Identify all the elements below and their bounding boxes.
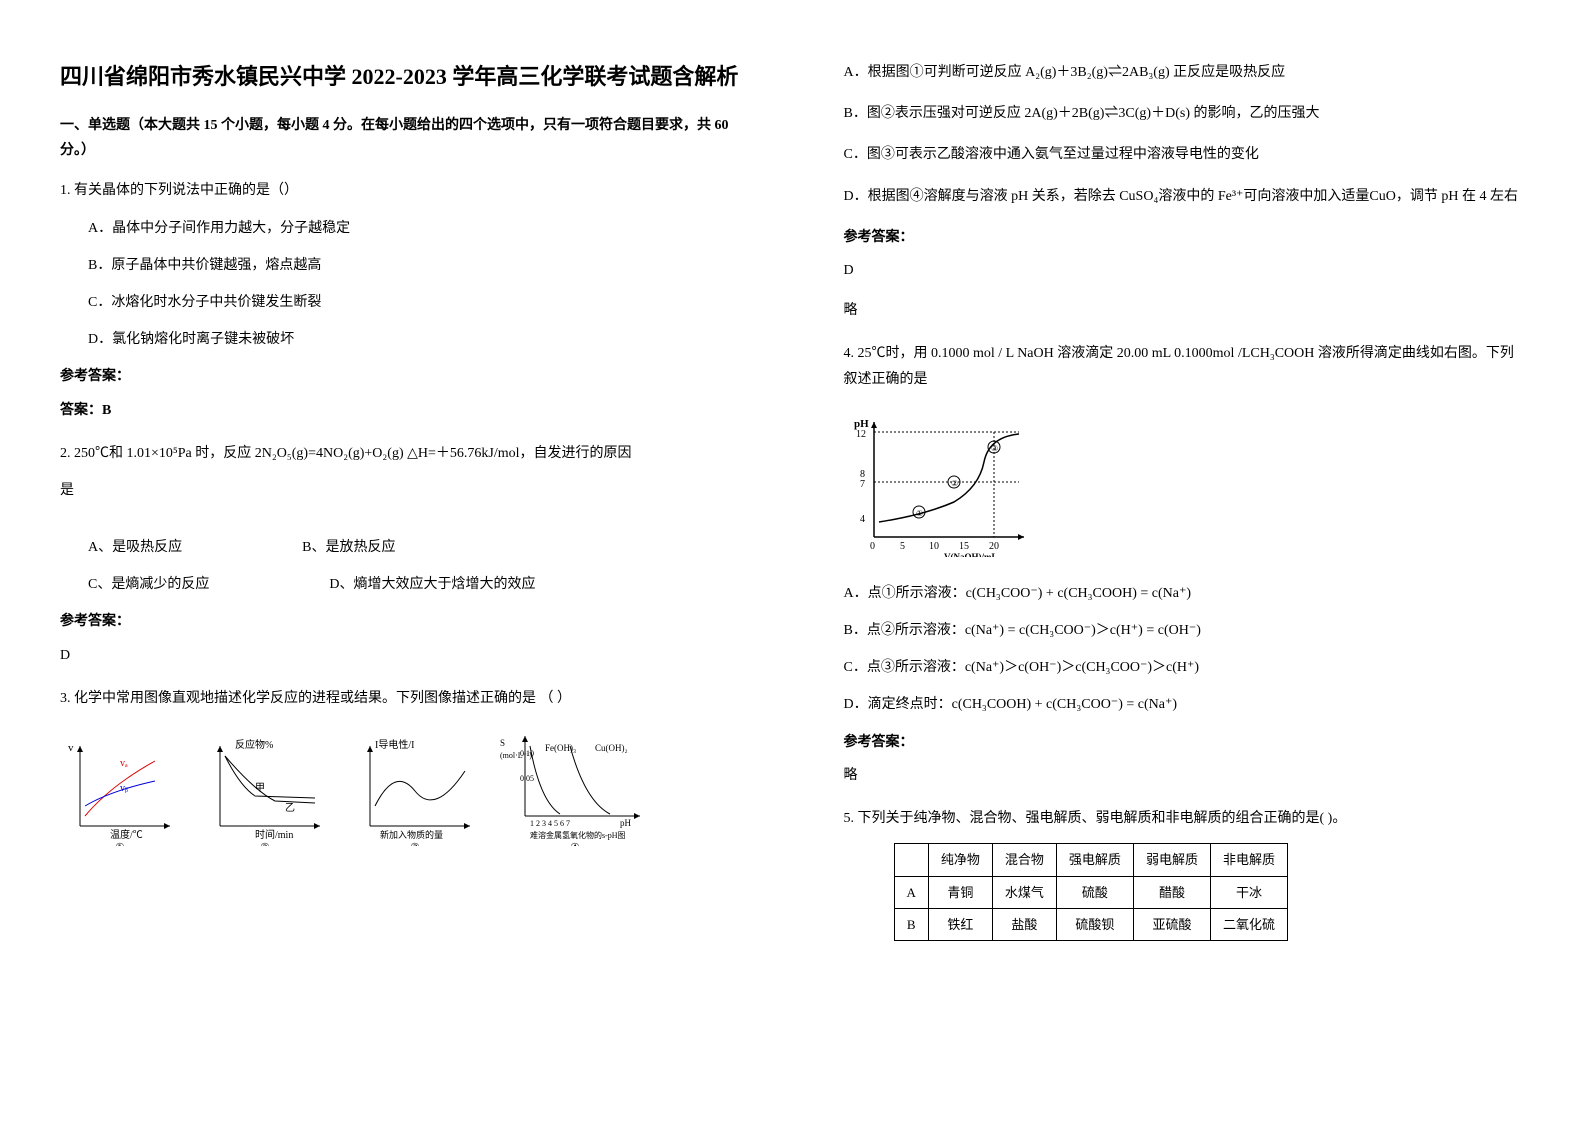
th-5: 非电解质 [1210, 844, 1287, 876]
svg-text:I导电性/I: I导电性/I [375, 738, 414, 751]
svg-text:4: 4 [860, 514, 865, 525]
q2-option-b: B、是放热反应 [302, 535, 395, 560]
svg-text:S: S [500, 738, 505, 748]
svg-text:vₐ: vₐ [120, 758, 128, 769]
q2-text: 2. 250℃和 1.01×10⁵Pa 时，反应 2N₂O₅(g)=4NO₂(g… [60, 441, 744, 466]
question-3-cont: A．根据图①可判断可逆反应 A₂(g)＋3B₂(g)⇌2AB₃(g) 正反应是吸… [844, 60, 1528, 323]
svg-text:5: 5 [900, 541, 905, 552]
q1-ans: 答案：B [60, 398, 744, 423]
svg-text:7: 7 [860, 479, 865, 490]
q1-option-c: C．冰熔化时水分子中共价键发生断裂 [88, 290, 744, 315]
svg-text:反应物%: 反应物% [235, 738, 273, 751]
question-3: 3. 化学中常用图像直观地描述化学反应的进程或结果。下列图像描述正确的是 （ ）… [60, 686, 744, 846]
q2-ans-label: 参考答案： [60, 609, 744, 634]
q5-text: 5. 下列关于纯净物、混合物、强电解质、弱电解质和非电解质的组合正确的是( )。 [844, 806, 1528, 831]
q4-option-d: D．滴定终点时：c(CH₃COOH) + c(CH₃COO⁻) = c(Na⁺) [844, 692, 1528, 717]
right-column: A．根据图①可判断可逆反应 A₂(g)＋3B₂(g)⇌2AB₃(g) 正反应是吸… [794, 0, 1587, 1122]
q1-text: 1. 有关晶体的下列说法中正确的是（） [60, 178, 744, 203]
q3-ans: D [844, 258, 1528, 283]
svg-text:0: 0 [870, 541, 875, 552]
q4-ans: 略 [844, 763, 1528, 788]
th-blank [894, 844, 928, 876]
th-2: 混合物 [992, 844, 1056, 876]
q3-ans2: 略 [844, 298, 1528, 323]
q4-option-c: C．点③所示溶液：c(Na⁺)＞c(OH⁻)＞c(CH₃COO⁻)＞c(H⁺) [844, 655, 1528, 680]
question-4: 4. 25℃时，用 0.1000 mol / L NaOH 溶液滴定 20.00… [844, 341, 1528, 788]
th-3: 强电解质 [1056, 844, 1133, 876]
q2-ans: D [60, 643, 744, 668]
q4-option-b: B．点②所示溶液：c(Na⁺) = c(CH₃COO⁻)＞c(H⁺) = c(O… [844, 618, 1528, 643]
q1-option-a: A．晶体中分子间作用力越大，分子越稳定 [88, 216, 744, 241]
q5-table: 纯净物 混合物 强电解质 弱电解质 非电解质 A 青铜 水煤气 硫酸 醋酸 干冰… [894, 843, 1288, 941]
svg-text:10: 10 [929, 541, 939, 552]
q2-options-row1: A、是吸热反应 B、是放热反应 [88, 535, 744, 560]
q3-option-b: B．图②表示压强对可逆反应 2A(g)＋2B(g)⇌3C(g)＋D(s) 的影响… [844, 101, 1528, 126]
q1-option-b: B．原子晶体中共价键越强，熔点越高 [88, 253, 744, 278]
svg-text:甲: 甲 [255, 783, 265, 794]
q2-option-a: A、是吸热反应 [88, 535, 182, 560]
svg-text:Fe(OH)₃: Fe(OH)₃ [545, 743, 576, 753]
q3-option-c: C．图③可表示乙酸溶液中通入氨气至过量过程中溶液导电性的变化 [844, 142, 1528, 167]
q3-graphs: v vₐ vᵦ 温度/℃ ① 反应物% 甲 乙 时间/min ② [60, 726, 744, 846]
q1-option-d: D．氯化钠熔化时离子键未被破坏 [88, 327, 744, 352]
q1-ans-label: 参考答案： [60, 364, 744, 389]
table-row: B 铁红 盐酸 硫酸钡 亚硫酸 二氧化硫 [894, 908, 1287, 940]
q3-ans-label: 参考答案： [844, 225, 1528, 250]
svg-text:15: 15 [959, 541, 969, 552]
svg-text:③: ③ [410, 842, 420, 846]
svg-text:Cu(OH)₂: Cu(OH)₂ [595, 743, 628, 753]
svg-text:新加入物质的量: 新加入物质的量 [380, 829, 443, 840]
svg-text:①: ① [115, 842, 125, 846]
th-4: 弱电解质 [1133, 844, 1210, 876]
svg-text:①: ① [916, 509, 923, 518]
svg-text:乙: 乙 [285, 802, 295, 814]
svg-text:②: ② [951, 479, 958, 488]
svg-text:难溶金属氢氧化物的s-pH图: 难溶金属氢氧化物的s-pH图 [530, 830, 626, 840]
q4-option-a: A．点①所示溶液：c(CH₃COO⁻) + c(CH₃COOH) = c(Na⁺… [844, 581, 1528, 606]
q2-option-d: D、熵增大效应大于焓增大的效应 [329, 572, 535, 597]
section-header: 一、单选题（本大题共 15 个小题，每小题 4 分。在每小题给出的四个选项中，只… [60, 113, 744, 163]
q3-option-d: D．根据图④溶解度与溶液 pH 关系，若除去 CuSO₄溶液中的 Fe³⁺可向溶… [844, 184, 1528, 209]
svg-text:②: ② [260, 842, 270, 846]
q2-text2: 是 [60, 478, 744, 503]
q4-ans-label: 参考答案： [844, 730, 1528, 755]
q4-chart: pH 12 8 7 4 ① ② ③ 0 5 10 15 20 V(NaOH)/m… [844, 407, 1528, 566]
exam-title: 四川省绵阳市秀水镇民兴中学 2022-2023 学年高三化学联考试题含解析 [60, 60, 744, 93]
left-column: 四川省绵阳市秀水镇民兴中学 2022-2023 学年高三化学联考试题含解析 一、… [0, 0, 794, 1122]
svg-text:温度/℃: 温度/℃ [110, 828, 143, 841]
graph-2: 反应物% 甲 乙 时间/min ② [200, 736, 330, 846]
question-1: 1. 有关晶体的下列说法中正确的是（） A．晶体中分子间作用力越大，分子越稳定 … [60, 178, 744, 422]
svg-text:1 2 3 4 5 6 7: 1 2 3 4 5 6 7 [530, 819, 570, 828]
svg-text:12: 12 [856, 429, 866, 440]
graph-4: S (mol·L⁻¹) 0.10 0.05 Fe(OH)₃ Cu(OH)₂ 1 … [500, 726, 650, 846]
svg-text:V(NaOH)/mL: V(NaOH)/mL [944, 552, 998, 557]
question-2: 2. 250℃和 1.01×10⁵Pa 时，反应 2N₂O₅(g)=4NO₂(g… [60, 441, 744, 668]
q2-option-c: C、是熵减少的反应 [88, 572, 209, 597]
svg-text:20: 20 [989, 541, 999, 552]
question-5: 5. 下列关于纯净物、混合物、强电解质、弱电解质和非电解质的组合正确的是( )。… [844, 806, 1528, 941]
graph-1: v vₐ vᵦ 温度/℃ ① [60, 736, 180, 846]
svg-text:0.05: 0.05 [520, 774, 534, 783]
table-row: A 青铜 水煤气 硫酸 醋酸 干冰 [894, 876, 1287, 908]
graph-3: I导电性/I 新加入物质的量 ③ [350, 736, 480, 846]
q2-options-row2: C、是熵减少的反应 D、熵增大效应大于焓增大的效应 [88, 572, 744, 597]
q3-option-a: A．根据图①可判断可逆反应 A₂(g)＋3B₂(g)⇌2AB₃(g) 正反应是吸… [844, 60, 1528, 85]
q4-text: 4. 25℃时，用 0.1000 mol / L NaOH 溶液滴定 20.00… [844, 341, 1528, 391]
svg-text:时间/min: 时间/min [255, 828, 293, 841]
svg-text:v: v [68, 742, 74, 754]
svg-text:pH: pH [620, 818, 632, 828]
table-header-row: 纯净物 混合物 强电解质 弱电解质 非电解质 [894, 844, 1287, 876]
th-1: 纯净物 [928, 844, 992, 876]
svg-text:③: ③ [991, 444, 998, 453]
svg-text:vᵦ: vᵦ [120, 783, 128, 794]
svg-text:④: ④ [570, 842, 580, 846]
q3-text: 3. 化学中常用图像直观地描述化学反应的进程或结果。下列图像描述正确的是 （ ） [60, 686, 744, 711]
titration-curve: pH 12 8 7 4 ① ② ③ 0 5 10 15 20 V(NaOH)/m… [844, 407, 1044, 557]
